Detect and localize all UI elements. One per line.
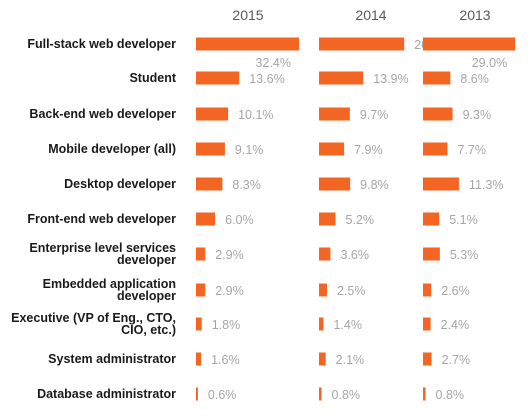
bar-2014 — [319, 142, 345, 156]
category-label: developer — [117, 289, 176, 303]
value-label: 9.3% — [463, 108, 492, 122]
category-label: System administrator — [48, 352, 176, 366]
category-label: Front-end web developer — [27, 212, 176, 226]
bar-2015 — [196, 387, 198, 401]
year-label-2014: 2014 — [355, 7, 386, 23]
value-label: 2.9% — [215, 248, 244, 262]
bar-2015 — [196, 317, 202, 331]
category-label: Database administrator — [37, 387, 176, 401]
value-label: 7.7% — [457, 143, 486, 157]
bar-2013 — [423, 212, 440, 226]
bar-2014 — [319, 317, 324, 331]
year-label-2015: 2015 — [232, 7, 263, 23]
value-label: 29.0% — [472, 56, 507, 70]
value-label: 0.8% — [436, 388, 465, 402]
bar-2014 — [319, 107, 350, 121]
value-label: 2.5% — [337, 284, 366, 298]
value-label: 2.6% — [441, 284, 470, 298]
value-label: 13.6% — [249, 72, 284, 86]
bar-2014 — [319, 283, 327, 297]
bar-2015 — [196, 247, 206, 261]
value-label: 8.3% — [232, 178, 261, 192]
category-label: Embedded application — [43, 277, 176, 291]
bar-2014 — [319, 352, 326, 366]
value-label: 2.1% — [336, 353, 365, 367]
bar-2013 — [423, 71, 451, 85]
bar-2014 — [319, 247, 331, 261]
bar-2013 — [423, 142, 448, 156]
bar-2013 — [423, 177, 459, 191]
bar-2013 — [423, 352, 432, 366]
value-label: 5.2% — [346, 213, 375, 227]
value-label: 32.4% — [256, 56, 291, 70]
category-label: Desktop developer — [64, 177, 176, 191]
bar-2015 — [196, 283, 206, 297]
category-label: CIO, etc.) — [121, 323, 176, 337]
category-label: Student — [129, 71, 176, 85]
bar-2014 — [319, 387, 322, 401]
bar-2013 — [423, 247, 440, 261]
bar-2013 — [423, 387, 426, 401]
value-label: 2.9% — [215, 284, 244, 298]
value-label: 5.1% — [449, 213, 478, 227]
bar-2014 — [319, 37, 405, 51]
bar-2015 — [196, 352, 202, 366]
category-label: Enterprise level services — [29, 241, 176, 255]
value-label: 11.3% — [469, 178, 504, 192]
bar-2014 — [319, 71, 364, 85]
category-label: Executive (VP of Eng., CTO, — [11, 311, 176, 325]
bar-2013 — [423, 317, 431, 331]
value-label: 3.6% — [340, 248, 369, 262]
value-label: 2.4% — [441, 318, 470, 332]
value-label: 9.7% — [360, 108, 389, 122]
value-label: 8.6% — [460, 72, 489, 86]
value-label: 13.9% — [373, 72, 408, 86]
bar-2015 — [196, 37, 299, 51]
category-label: Back-end web developer — [29, 107, 176, 121]
bar-2015 — [196, 107, 229, 121]
bar-2014 — [319, 177, 351, 191]
category-label: Mobile developer (all) — [48, 142, 176, 156]
bar-2014 — [319, 212, 336, 226]
value-label: 0.6% — [208, 388, 237, 402]
value-label: 1.8% — [212, 318, 241, 332]
category-label: developer — [117, 253, 176, 267]
value-label: 0.8% — [332, 388, 361, 402]
value-label: 2.7% — [442, 353, 471, 367]
value-label: 1.6% — [211, 353, 240, 367]
bar-2015 — [196, 142, 225, 156]
bar-2013 — [423, 283, 432, 297]
value-label: 7.9% — [354, 143, 383, 157]
value-label: 1.4% — [333, 318, 362, 332]
bar-2015 — [196, 212, 216, 226]
category-label: Full-stack web developer — [27, 37, 176, 51]
value-label: 9.1% — [235, 143, 264, 157]
bar-2015 — [196, 177, 223, 191]
bar-2013 — [423, 37, 516, 51]
value-label: 5.3% — [450, 248, 479, 262]
value-label: 10.1% — [238, 108, 273, 122]
value-label: 6.0% — [225, 213, 254, 227]
year-label-2013: 2013 — [459, 7, 490, 23]
bar-2013 — [423, 107, 453, 121]
bar-2015 — [196, 71, 240, 85]
value-label: 9.8% — [360, 178, 389, 192]
